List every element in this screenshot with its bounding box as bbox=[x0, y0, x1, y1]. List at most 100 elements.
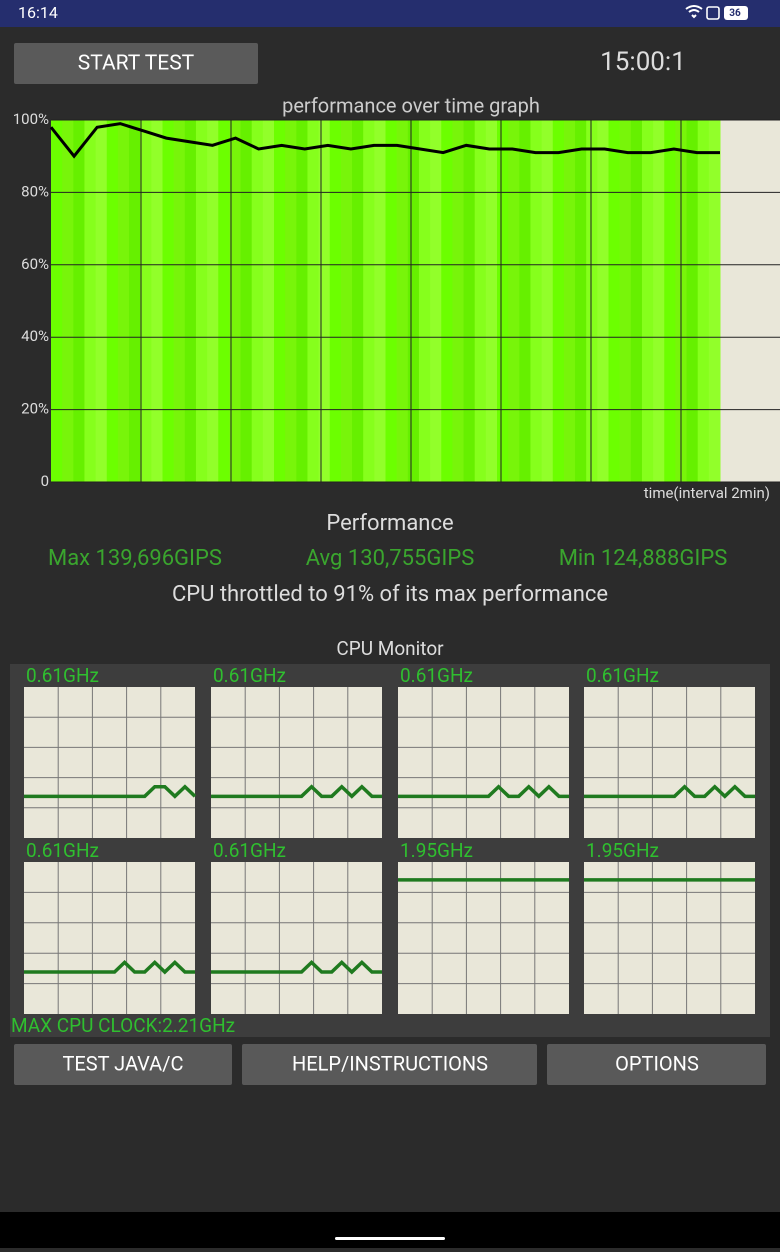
core-graph bbox=[24, 862, 195, 1014]
core-clock-line bbox=[211, 959, 382, 975]
core-clock-line bbox=[584, 784, 755, 799]
help-button[interactable] bbox=[242, 1044, 537, 1085]
stripe bbox=[541, 120, 554, 482]
stripe bbox=[173, 120, 186, 482]
button-label[interactable]: HELP/INSTRUCTIONS bbox=[292, 1051, 488, 1075]
stripe bbox=[530, 120, 543, 482]
stripe bbox=[262, 120, 275, 482]
x-axis-label: time(interval 2min) bbox=[644, 484, 770, 502]
core-graph bbox=[584, 862, 755, 1014]
stripe bbox=[285, 120, 297, 482]
start-button[interactable] bbox=[14, 43, 258, 84]
core-clock-label: 0.61GHz bbox=[586, 664, 659, 687]
stripe bbox=[318, 120, 331, 482]
stripe bbox=[452, 120, 465, 482]
stripe bbox=[686, 120, 699, 482]
start-button-label[interactable]: START TEST bbox=[78, 52, 195, 76]
y-tick-label: 20% bbox=[21, 400, 49, 418]
core-graph bbox=[211, 862, 382, 1014]
core-graph bbox=[24, 687, 195, 838]
stripe bbox=[84, 120, 97, 482]
stripe bbox=[575, 120, 587, 482]
stripe bbox=[418, 120, 431, 482]
stripe bbox=[485, 120, 498, 482]
y-tick-label: 40% bbox=[21, 327, 49, 345]
stripe bbox=[630, 120, 643, 482]
y-tick-label: 60% bbox=[21, 255, 49, 273]
stripe bbox=[563, 120, 576, 482]
y-tick-label: 0 bbox=[41, 472, 49, 490]
stripe bbox=[229, 120, 242, 482]
core-clock-line bbox=[24, 959, 195, 975]
button-label[interactable]: OPTIONS bbox=[615, 1051, 699, 1075]
stripe bbox=[251, 120, 264, 482]
stripe bbox=[352, 120, 364, 482]
stripe bbox=[218, 120, 230, 482]
stripe bbox=[374, 120, 386, 482]
performance-line bbox=[49, 122, 720, 159]
core-clock-label: 0.61GHz bbox=[213, 664, 286, 687]
test-java-button[interactable] bbox=[14, 1044, 232, 1085]
wifi-icon bbox=[685, 5, 703, 19]
core-clock-line bbox=[24, 784, 197, 799]
stripe bbox=[519, 120, 531, 482]
stripe bbox=[474, 120, 487, 482]
core-graph bbox=[584, 687, 755, 838]
stripe bbox=[340, 120, 353, 482]
stripe bbox=[151, 120, 163, 482]
stats-title: Performance bbox=[326, 511, 453, 536]
stripe bbox=[62, 120, 74, 482]
throttle-summary: CPU throttled to 91% of its max performa… bbox=[172, 582, 608, 607]
core-clock-line bbox=[398, 784, 569, 799]
stripe bbox=[586, 120, 598, 482]
stripe bbox=[240, 120, 253, 482]
core-clock-label: 0.61GHz bbox=[400, 664, 473, 687]
core-graph bbox=[398, 862, 569, 1014]
y-tick-label: 100% bbox=[13, 110, 49, 128]
core-clock-label: 0.61GHz bbox=[213, 839, 286, 862]
options-button[interactable] bbox=[547, 1044, 766, 1085]
stripe bbox=[129, 120, 141, 482]
stripe bbox=[162, 120, 175, 482]
core-clock-label: 0.61GHz bbox=[26, 664, 99, 687]
home-indicator[interactable] bbox=[335, 1237, 445, 1240]
graph-title: performance over time graph bbox=[282, 93, 540, 117]
button-label[interactable]: TEST JAVA/C bbox=[62, 1051, 183, 1075]
stripe bbox=[329, 120, 342, 482]
stripe bbox=[117, 120, 130, 482]
status-bar bbox=[0, 0, 780, 27]
stripe bbox=[396, 120, 409, 482]
stripe bbox=[430, 120, 442, 482]
status-time: 16:14 bbox=[18, 3, 58, 22]
stripe bbox=[407, 120, 420, 482]
stripe bbox=[497, 120, 509, 482]
max-cpu-clock: MAX CPU CLOCK:2.21GHz bbox=[11, 1014, 235, 1037]
stripe bbox=[619, 120, 632, 482]
stripe bbox=[363, 120, 375, 482]
battery-icon bbox=[724, 6, 748, 20]
y-tick-label: 80% bbox=[21, 182, 49, 200]
stat-min: Min 124,888GIPS bbox=[559, 546, 728, 571]
cores: 0.61GHz 0.61GHz 0.61GHz 0.61GHz 0.61GHz 0.61G… bbox=[24, 664, 755, 1014]
stripe bbox=[664, 120, 676, 482]
stripe bbox=[274, 120, 286, 482]
core-graph bbox=[398, 687, 569, 838]
battery-level: 36 bbox=[729, 8, 741, 19]
stripe bbox=[73, 120, 85, 482]
stripe bbox=[641, 120, 654, 482]
stat-avg: Avg 130,755GIPS bbox=[306, 546, 475, 571]
stripe bbox=[708, 120, 721, 482]
stripe bbox=[508, 120, 520, 482]
timer: 15:00:1 bbox=[600, 47, 686, 77]
stripe bbox=[106, 120, 119, 482]
core-clock-label: 1.95GHz bbox=[400, 839, 473, 862]
stripe bbox=[184, 120, 197, 482]
stripe bbox=[697, 120, 710, 482]
stripe bbox=[51, 120, 63, 482]
core-clock-line bbox=[211, 784, 382, 799]
core-graph bbox=[211, 687, 382, 838]
stripe bbox=[296, 120, 308, 482]
stripe bbox=[95, 120, 108, 482]
core-clock-label: 0.61GHz bbox=[26, 839, 99, 862]
